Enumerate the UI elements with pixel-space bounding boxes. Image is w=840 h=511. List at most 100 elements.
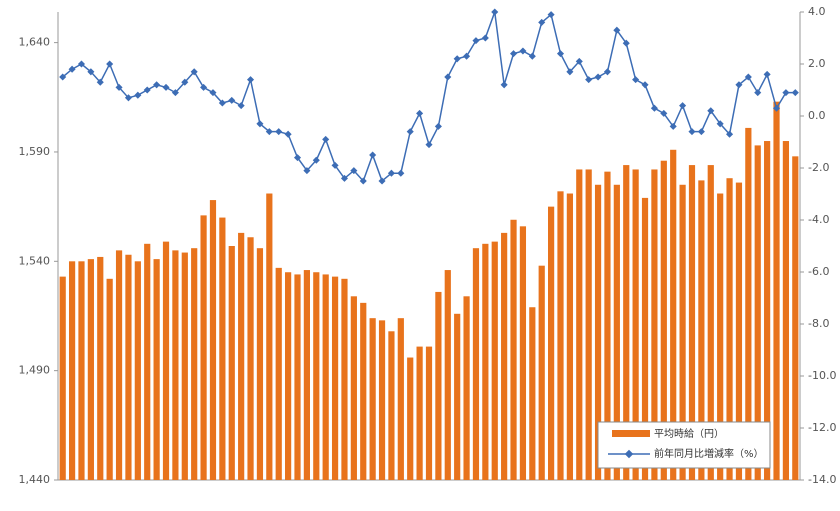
bar [97,256,104,480]
bar [435,291,442,480]
point [106,60,114,68]
point [322,135,330,143]
bar [792,156,799,481]
bar [510,219,517,480]
point [115,83,123,91]
point [763,70,771,78]
point [209,89,217,97]
bar [604,171,611,480]
point [726,130,734,138]
bar [172,250,179,480]
bar [585,169,592,480]
bar [397,318,404,480]
y2-tick-label: -8.0 [808,317,829,330]
bar [454,313,461,480]
bar [557,191,564,481]
point [303,167,311,175]
bar [491,241,498,480]
point [312,156,320,164]
point [782,89,790,97]
y2-tick-label: 4.0 [808,5,826,18]
point [171,89,179,97]
point [641,81,649,89]
y-tick-label: 1,590 [19,145,51,158]
point [547,11,555,19]
bar [285,272,292,480]
bar [773,101,780,481]
point [247,76,255,84]
point [425,141,433,149]
legend-swatch [612,430,650,437]
bar [369,318,376,480]
bar [651,169,658,480]
point [772,104,781,112]
bar [764,141,771,481]
bar [717,193,724,480]
point [162,83,170,91]
bar [266,193,273,480]
point [68,65,76,73]
legend-label: 前年同月比増減率（%） [654,447,764,460]
point [585,76,593,84]
bar [726,178,733,480]
point [669,122,677,130]
point [566,68,574,76]
point [519,47,527,55]
point [293,154,302,162]
point [791,89,799,97]
bar [378,320,386,480]
point [603,68,611,76]
point [143,86,151,94]
bar [548,206,555,481]
point [744,73,752,81]
point [331,161,339,169]
bar [529,307,536,480]
point [256,120,264,128]
point [538,18,546,26]
bar [698,180,705,480]
point [594,73,602,81]
point [716,120,724,128]
point [735,81,743,89]
point [416,109,424,117]
bar [463,296,470,480]
bar [106,278,113,480]
bar [594,184,602,480]
bar [200,215,207,480]
bar [641,197,649,480]
point [387,169,395,177]
point [87,68,95,76]
point [190,68,198,76]
point [340,174,349,182]
bar [78,261,85,480]
bar [144,243,151,480]
point [697,128,705,136]
bar [162,241,170,480]
point [660,109,668,117]
point [124,94,132,102]
y2-tick-label: 2.0 [808,57,826,70]
y2-tick-label: -10.0 [808,369,836,382]
bar [331,276,339,480]
point [397,169,405,177]
legend-swatch [624,449,634,459]
bar [707,165,714,480]
point [613,26,621,34]
bar [538,265,545,480]
point [134,91,142,99]
bar [134,261,141,480]
bar [416,346,423,480]
bar [388,331,395,480]
point [153,81,161,89]
y-tick-label: 1,490 [19,364,51,377]
bar [256,248,264,480]
bar [341,278,348,480]
bar [322,274,329,480]
point [472,37,480,45]
point [378,177,386,185]
bar [632,169,639,480]
bar [115,250,123,480]
point [463,52,471,60]
point [237,102,245,110]
